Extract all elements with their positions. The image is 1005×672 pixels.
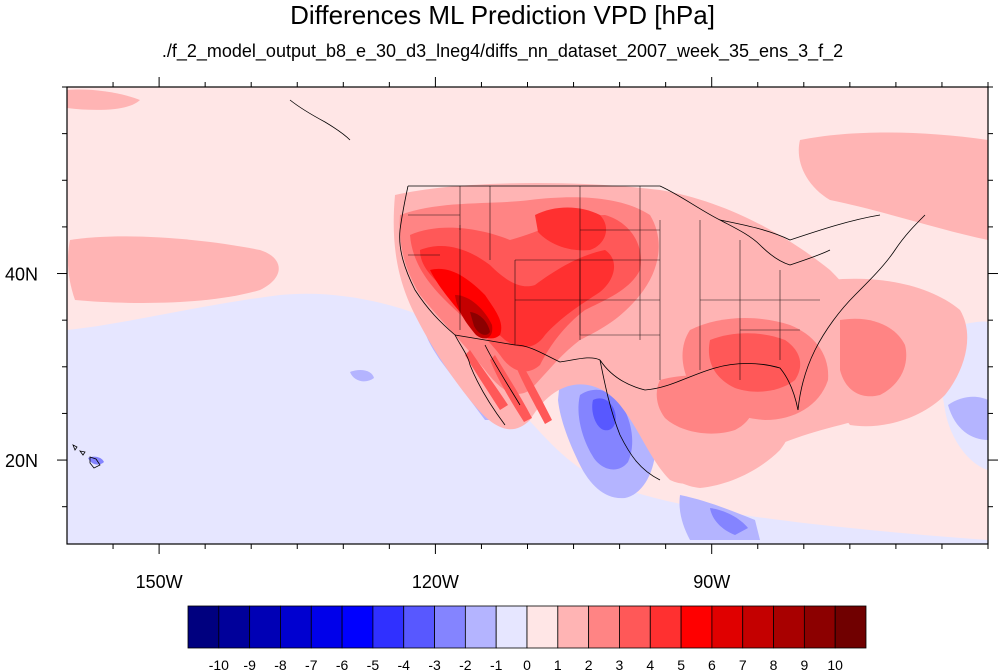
colorbar-level-label: 9 xyxy=(800,657,808,672)
lon-tick-label: 90W xyxy=(693,572,730,592)
map-plot-area xyxy=(67,87,988,544)
coastlines xyxy=(289,99,926,481)
colorbar-level-label: -2 xyxy=(459,657,472,672)
baja-stripe-3 xyxy=(515,360,552,424)
lon-tick-label: 150W xyxy=(136,572,183,592)
colorbar-swatch xyxy=(803,605,836,649)
baja-stripe-1 xyxy=(465,350,508,410)
hawaii-island-1 xyxy=(72,444,78,451)
north-pacific-pink-top xyxy=(67,89,140,110)
colorbar-swatch xyxy=(649,605,682,649)
colorbar-swatch xyxy=(434,605,466,649)
colorbar-swatch xyxy=(680,605,713,649)
mexico-blue-deep xyxy=(592,398,616,431)
colorbar-level-label: -9 xyxy=(243,657,256,672)
colorbar-level-label: -3 xyxy=(428,657,441,672)
axis-tick-labels: 150W 120W 90W 40N 20N xyxy=(5,265,730,592)
chart-title: Differences ML Prediction VPD [hPa] xyxy=(290,0,715,30)
atlantic-red xyxy=(840,318,907,397)
colorbar-level-label: 5 xyxy=(677,657,685,672)
southwest-red-core xyxy=(420,245,615,347)
colorbar-swatch xyxy=(834,605,867,649)
us-west-coast xyxy=(399,185,471,366)
colorbar-level-label: 3 xyxy=(616,657,624,672)
lat-tick-label: 40N xyxy=(5,265,38,285)
colorbar-level-label: 4 xyxy=(646,657,654,672)
colorbar-level-label: 1 xyxy=(554,657,562,672)
pacific-blue-spot xyxy=(350,370,374,382)
state-line-east xyxy=(700,270,820,360)
colorbar-level-label: -7 xyxy=(305,657,318,672)
colorbar-level-label: 7 xyxy=(739,657,747,672)
colorbar-level-label: 0 xyxy=(523,657,531,672)
mexico-border xyxy=(454,334,601,363)
state-line-midwest xyxy=(659,220,741,380)
colorbar-swatch xyxy=(403,605,435,649)
colorbar-swatch xyxy=(464,605,497,649)
colorbar-swatch xyxy=(187,605,220,649)
us-east-coast xyxy=(797,214,926,411)
colorbar-swatch xyxy=(588,605,620,649)
southeast-us-deeper-red xyxy=(708,333,801,392)
colorbar-swatch xyxy=(310,605,343,649)
southwest-hottest xyxy=(470,312,490,335)
mexico-east-coast xyxy=(599,359,661,481)
gulf-red xyxy=(656,375,754,434)
hawaii xyxy=(72,444,101,469)
plains-red-core xyxy=(535,207,607,251)
central-america-blue-core xyxy=(710,508,748,535)
hawaii-blue xyxy=(88,456,104,465)
north-pacific-pink-band xyxy=(67,236,279,303)
hawaii-island-2 xyxy=(79,450,86,456)
state-line-northwest xyxy=(408,186,491,260)
colorbar-level-label: -5 xyxy=(367,657,380,672)
colorbar-level-label: -8 xyxy=(274,657,287,672)
state-line-tx-ok xyxy=(579,300,660,336)
colorbar-level-label: -4 xyxy=(398,657,411,672)
colorbar-labels: -10 -9 -8 -7 -6 -5 -4 -3 -2 -1 0 1 2 3 4 5 6 7 8 9 10 xyxy=(209,657,843,672)
colorbar xyxy=(187,605,867,649)
colorbar-level-label: 8 xyxy=(770,657,778,672)
state-line-ks-ne xyxy=(580,229,660,301)
colorbar-swatch xyxy=(280,605,312,649)
colorbar-swatch xyxy=(495,605,528,649)
atlantic-blue-patch xyxy=(948,396,988,440)
colorbar-swatch xyxy=(526,605,559,649)
colorbar-swatch xyxy=(773,605,805,649)
canada-border xyxy=(408,185,881,241)
colorbar-swatch xyxy=(742,605,774,649)
colorbar-level-label: 10 xyxy=(827,657,843,672)
axis-ticks xyxy=(57,77,998,554)
colorbar-swatch xyxy=(341,605,374,649)
colorbar-swatch xyxy=(249,605,281,649)
colorbar-level-label: -10 xyxy=(209,657,229,672)
colorbar-swatch xyxy=(711,605,744,649)
colorbar-level-label: 6 xyxy=(708,657,716,672)
positive-regions xyxy=(67,89,988,488)
baja-stripe-2 xyxy=(490,355,532,422)
colorbar-level-label: 2 xyxy=(585,657,593,672)
baja-coast xyxy=(469,344,521,426)
chart-subtitle: ./f_2_model_output_b8_e_30_d3_lneg4/diff… xyxy=(161,41,844,61)
state-lines xyxy=(408,186,820,380)
hawaii-island-3 xyxy=(89,456,101,469)
gulf-coast xyxy=(599,359,799,411)
lon-tick-label: 120W xyxy=(412,572,459,592)
colorbar-swatch xyxy=(557,605,590,649)
alaska-coast xyxy=(289,99,351,141)
pacific-white-band xyxy=(67,368,450,445)
north-pacific-pink-top-right xyxy=(798,132,988,240)
lat-tick-label: 20N xyxy=(5,451,38,471)
colorbar-level-label: -6 xyxy=(336,657,349,672)
colorbar-level-label: -1 xyxy=(490,657,503,672)
colorbar-swatch xyxy=(372,605,405,649)
colorbar-swatch xyxy=(218,605,251,649)
great-lakes xyxy=(719,219,831,266)
colorbar-swatch xyxy=(619,605,651,649)
